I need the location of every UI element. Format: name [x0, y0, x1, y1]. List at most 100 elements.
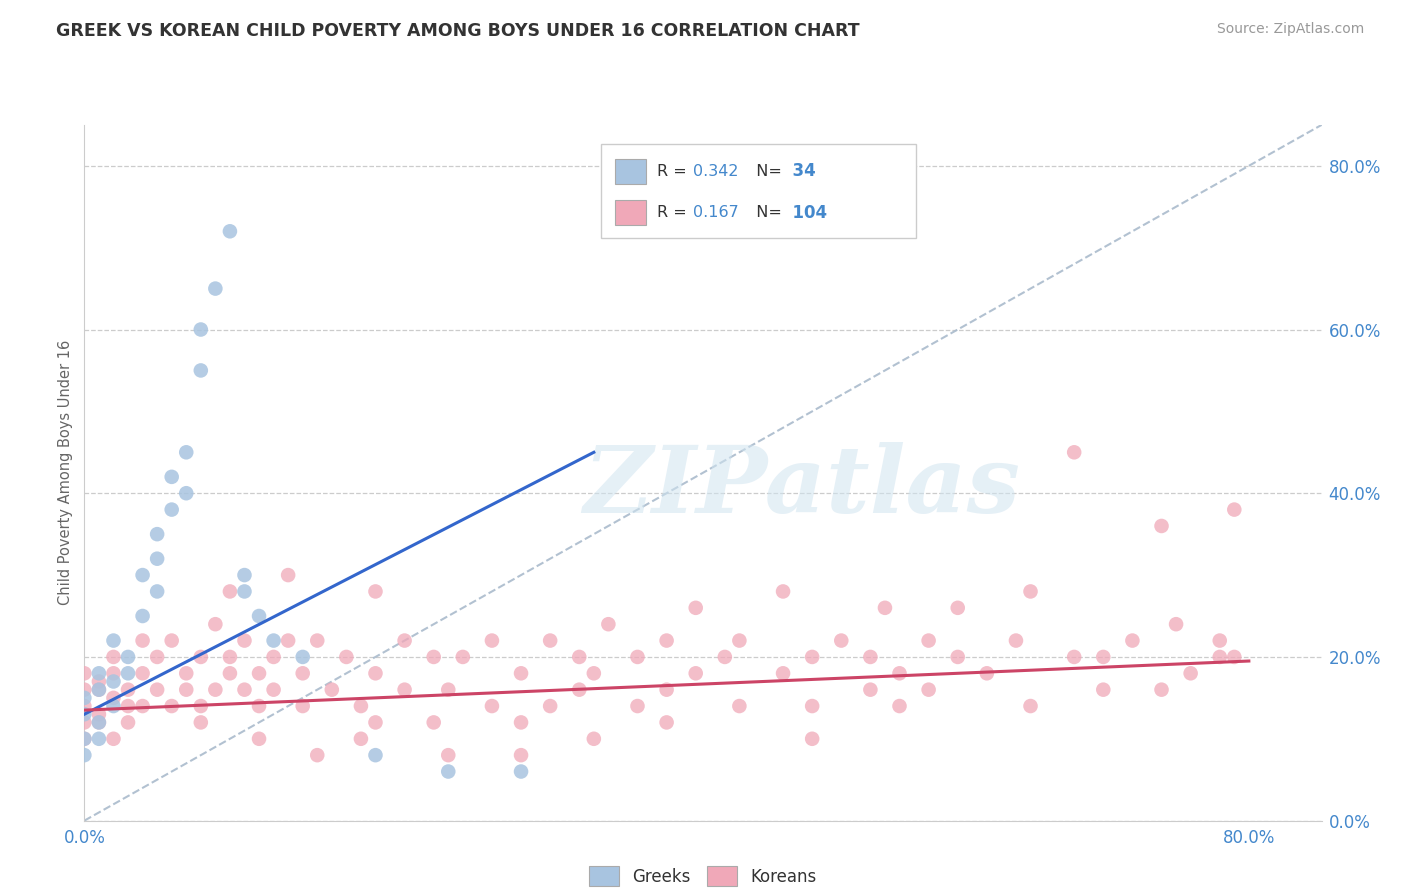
Point [873, 600, 896, 615]
Point [394, 682, 416, 697]
Text: R =: R = [658, 205, 692, 220]
Point [73, 699, 96, 714]
Point [73, 731, 96, 746]
Point [117, 699, 139, 714]
Point [190, 322, 212, 336]
Point [146, 682, 169, 697]
Point [889, 666, 911, 681]
Point [510, 666, 533, 681]
Point [917, 682, 939, 697]
Point [1063, 445, 1085, 459]
Point [87, 715, 110, 730]
Point [131, 568, 153, 582]
Point [291, 666, 314, 681]
Point [219, 224, 242, 238]
Point [917, 633, 939, 648]
Point [73, 666, 96, 681]
Point [160, 699, 183, 714]
Point [73, 682, 96, 697]
Point [976, 666, 998, 681]
Point [655, 633, 678, 648]
Point [364, 715, 387, 730]
Point [291, 699, 314, 714]
Point [87, 682, 110, 697]
Point [103, 690, 125, 705]
Text: 104: 104 [782, 204, 827, 222]
Point [117, 682, 139, 697]
Point [117, 649, 139, 664]
Point [830, 633, 852, 648]
Point [859, 682, 882, 697]
Point [73, 731, 96, 746]
Point [510, 715, 533, 730]
Point [582, 666, 605, 681]
Point [1092, 682, 1115, 697]
Text: ZIPatlas: ZIPatlas [583, 442, 1021, 532]
Point [321, 682, 343, 697]
Point [87, 715, 110, 730]
Point [772, 666, 794, 681]
Point [263, 633, 285, 648]
Point [73, 748, 96, 763]
Point [247, 666, 270, 681]
Point [1150, 682, 1173, 697]
Point [1005, 633, 1028, 648]
Point [204, 617, 226, 632]
Point [437, 748, 460, 763]
Point [1150, 519, 1173, 533]
Point [655, 715, 678, 730]
Point [1121, 633, 1143, 648]
Point [655, 682, 678, 697]
Point [219, 649, 242, 664]
Point [190, 699, 212, 714]
Point [87, 674, 110, 689]
Point [801, 649, 824, 664]
Point [233, 633, 256, 648]
Point [1019, 584, 1042, 599]
Point [146, 527, 169, 541]
Point [946, 600, 969, 615]
Point [160, 470, 183, 484]
Point [859, 649, 882, 664]
Point [103, 699, 125, 714]
Point [146, 551, 169, 566]
Point [801, 699, 824, 714]
Point [204, 682, 226, 697]
Point [538, 633, 561, 648]
Point [103, 674, 125, 689]
Text: N=: N= [747, 164, 782, 178]
Point [291, 649, 314, 664]
Point [73, 715, 96, 730]
Point [714, 649, 737, 664]
Point [801, 731, 824, 746]
Point [87, 731, 110, 746]
Point [219, 584, 242, 599]
Text: R =: R = [658, 164, 692, 178]
Point [626, 699, 648, 714]
Point [204, 282, 226, 296]
Point [582, 731, 605, 746]
Point [1164, 617, 1187, 632]
Point [174, 445, 197, 459]
Point [263, 682, 285, 697]
Point [568, 682, 591, 697]
Point [728, 699, 751, 714]
Point [598, 617, 620, 632]
Point [146, 584, 169, 599]
Point [350, 731, 373, 746]
Point [131, 699, 153, 714]
Point [247, 609, 270, 624]
Point [103, 649, 125, 664]
Text: 0.167: 0.167 [693, 205, 738, 220]
Point [626, 649, 648, 664]
Point [117, 715, 139, 730]
Point [131, 609, 153, 624]
Point [233, 568, 256, 582]
Point [437, 764, 460, 779]
Point [190, 649, 212, 664]
Point [1019, 699, 1042, 714]
Point [1223, 502, 1246, 516]
Point [160, 633, 183, 648]
Point [117, 666, 139, 681]
Point [350, 699, 373, 714]
